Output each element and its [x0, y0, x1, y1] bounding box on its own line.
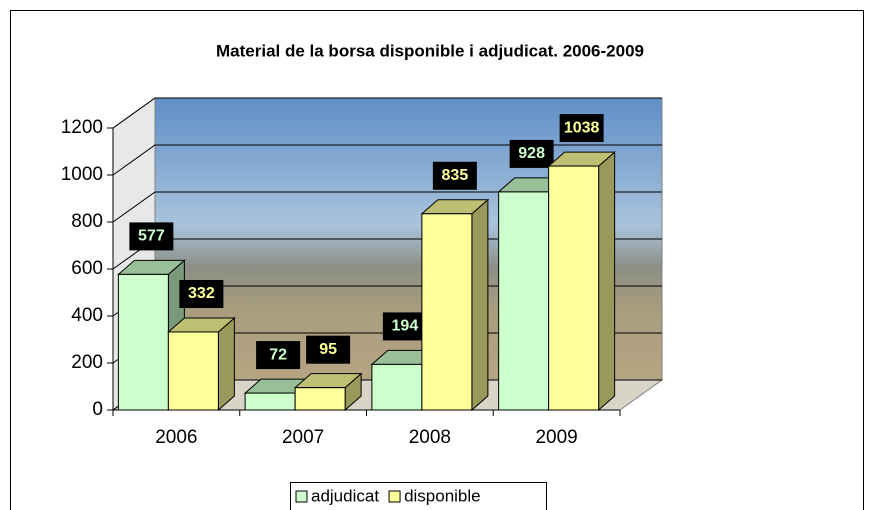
y-tick-label: 1000 — [61, 164, 103, 185]
bar — [422, 200, 488, 410]
x-tick-label: 2006 — [155, 427, 197, 448]
value-label: 1038 — [564, 119, 600, 136]
bar-front — [372, 364, 422, 410]
y-tick-label: 800 — [71, 211, 103, 232]
page: {"chart_data": {"type": "bar3d", "title"… — [0, 0, 874, 510]
value-label: 577 — [138, 228, 165, 245]
value-label: 95 — [319, 341, 337, 358]
legend-swatch — [389, 491, 400, 502]
bar — [295, 374, 361, 410]
bar-front — [499, 192, 549, 410]
chart-title: Material de la borsa disponible i adjudi… — [216, 41, 644, 60]
bar-side — [472, 200, 488, 410]
x-tick-label: 2008 — [409, 427, 451, 448]
legend-label: disponible — [404, 486, 481, 505]
legend-swatch — [296, 491, 307, 502]
bar-front — [245, 393, 295, 410]
value-label: 928 — [518, 145, 545, 162]
value-label: 835 — [442, 167, 469, 184]
bar — [549, 152, 615, 410]
bar-side — [599, 152, 615, 410]
bar-front — [118, 274, 168, 410]
bar — [168, 318, 234, 410]
bar-front — [422, 214, 472, 410]
value-label: 194 — [392, 318, 419, 335]
y-tick-label: 400 — [71, 305, 103, 326]
legend-label: adjudicat — [311, 486, 379, 505]
bar-front — [295, 388, 345, 410]
x-tick-label: 2009 — [535, 427, 577, 448]
value-label: 72 — [269, 346, 287, 363]
bar-front — [549, 166, 599, 410]
y-tick-label: 0 — [92, 399, 103, 420]
x-tick-label: 2007 — [282, 427, 324, 448]
value-label: 332 — [188, 285, 215, 302]
bar-front — [168, 332, 218, 410]
y-tick-label: 1200 — [61, 117, 103, 138]
bar-side — [218, 318, 234, 410]
y-tick-label: 200 — [71, 352, 103, 373]
y-tick-label: 600 — [71, 258, 103, 279]
chart: Material de la borsa disponible i adjudi… — [0, 0, 874, 510]
